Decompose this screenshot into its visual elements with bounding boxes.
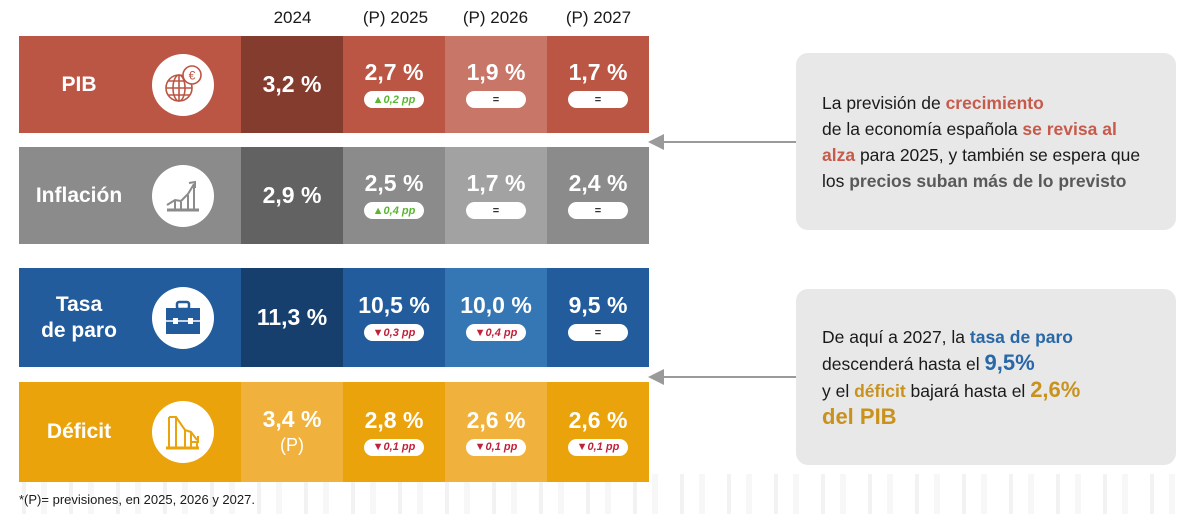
value: 2,6 % [568,406,628,433]
row-label-cell: Déficit [19,382,241,482]
value: 3,2 % [262,71,322,97]
value: 2,5 % [364,170,424,196]
change-badge: ▼0,1 pp [364,438,424,456]
row-deficit: Déficit 3,4 % (P) 2,8 % ▼0,1 pp 2,6 % ▼0… [19,382,649,482]
value-cell-2024: 3,2 % [241,36,343,133]
row-label-cell: Inflación [19,147,241,244]
row-label-cell: Tasa de paro [19,268,241,367]
globe-euro-icon: € [152,53,214,116]
row-pib: PIB € 3,2 % 2,7 % ▲0,2 pp 1,9 % = 1,7 % … [19,36,649,133]
note-highlight: crecimiento [945,92,1044,113]
value: 11,3 % [256,304,328,330]
note-employment: De aquí a 2027, la tasa de paro descende… [796,289,1176,465]
note-text: bajará hasta el [905,380,1031,401]
value: 2,6 % [466,406,526,433]
value: 1,9 % [466,59,526,85]
svg-text:€: € [189,68,196,82]
value-cell-2026: 1,9 % = [445,36,547,133]
rising-chart-icon [152,164,214,227]
value-cell-2027: 2,6 % ▼0,1 pp [547,382,649,482]
note-highlight: se revisa al alza [822,118,1117,165]
row-inflacion: Inflación 2,9 % 2,5 % ▲0,4 pp 1,7 % = 2,… [19,147,649,244]
change-badge: = [466,202,526,219]
value: 1,7 % [466,170,526,196]
note-highlight: del PIB [822,403,897,429]
note-highlight: 9,5% [984,349,1035,375]
row-label: Inflación [35,183,123,207]
row-label-line1: Tasa [55,293,103,317]
note-text: de la economía española [822,118,1023,139]
note-highlight: precios suban más de lo previsto [849,170,1127,191]
value-cell-2027: 1,7 % = [547,36,649,133]
value-cell-2027: 2,4 % = [547,147,649,244]
value-sub: (P) [280,435,304,455]
value-cell-2024: 2,9 % [241,147,343,244]
value-cell-2025: 2,7 % ▲0,2 pp [343,36,445,133]
change-badge: = [568,202,628,219]
change-badge: ▼0,1 pp [466,438,526,456]
change-badge: = [568,91,628,108]
value-cell-2027: 9,5 % = [547,268,649,367]
note-employment-text: De aquí a 2027, la tasa de paro descende… [822,324,1080,431]
note-text: para 2025, y también se espera que los [822,144,1141,191]
note-highlight: 2,6% [1030,376,1081,402]
note-highlight: tasa de paro [969,326,1073,347]
note-growth-text: La previsión de crecimiento de la econom… [822,90,1150,194]
note-text: La previsión de [822,92,946,113]
value: 10,5 % [358,292,430,318]
change-badge: ▼0,4 pp [466,324,526,341]
arrow-left-icon [648,134,796,150]
briefcase-icon [152,286,214,349]
change-badge: ▲0,4 pp [364,202,424,219]
note-text: De aquí a 2027, la [822,326,970,347]
falling-chart-icon [152,401,214,463]
value-cell-2025: 2,8 % ▼0,1 pp [343,382,445,482]
value-cell-2025: 10,5 % ▼0,3 pp [343,268,445,367]
note-highlight: déficit [854,380,906,401]
change-badge: ▼0,3 pp [364,324,424,341]
value-cell-2024: 3,4 % (P) [241,382,343,482]
row-label: Déficit [46,420,112,444]
value: 2,9 % [262,182,322,208]
value: 10,0 % [460,292,532,318]
change-badge: ▲0,2 pp [364,91,424,108]
value-cell-2026: 2,6 % ▼0,1 pp [445,382,547,482]
arrow-left-icon [648,369,796,385]
value-cell-2026: 1,7 % = [445,147,547,244]
value: 1,7 % [568,59,628,85]
row-label-cell: PIB € [19,36,241,133]
value: 9,5 % [568,292,628,318]
row-label-line2: de paro [41,318,117,342]
note-growth: La previsión de crecimiento de la econom… [796,53,1176,230]
row-label: PIB [61,72,97,96]
value-cell-2025: 2,5 % ▲0,4 pp [343,147,445,244]
value: 2,8 % [364,406,424,433]
note-text: y el [822,380,855,401]
column-header-2026: (P) 2026 [462,8,529,27]
column-header-2025: (P) 2025 [362,8,429,27]
row-tasa-de-paro: Tasa de paro 11,3 % 10,5 % ▼0,3 pp 10,0 … [19,268,649,367]
change-badge: = [568,324,628,341]
value-cell-2024: 11,3 % [241,268,343,367]
column-header-2024: 2024 [273,8,312,27]
value: 3,4 % [262,406,322,432]
value-cell-2026: 10,0 % ▼0,4 pp [445,268,547,367]
note-text: descenderá hasta el [822,353,985,374]
row-label: Tasa de paro [19,292,139,342]
value: 2,4 % [568,170,628,196]
value: 2,7 % [364,59,424,85]
column-header-2027: (P) 2027 [565,8,632,27]
change-badge: = [466,91,526,108]
footnote: *(P)= previsiones, en 2025, 2026 y 2027. [19,492,255,507]
change-badge: ▼0,1 pp [568,438,628,456]
